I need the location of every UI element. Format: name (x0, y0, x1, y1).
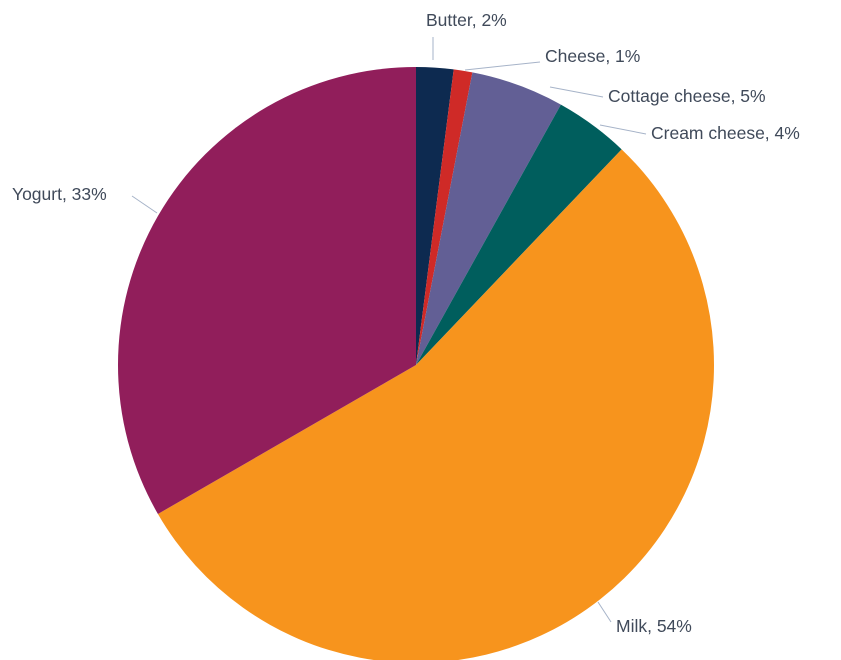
leader-line-cream-cheese (599, 124, 647, 135)
data-label-milk: Milk, 54% (616, 616, 692, 636)
pie-slice-milk (157, 149, 714, 660)
leader-line-cottage-cheese (549, 86, 604, 98)
data-label-cream-cheese: Cream cheese, 4% (651, 123, 800, 143)
pie-slices (117, 67, 714, 660)
data-labels: Butter, 2% Cheese, 1% Cottage cheese, 5% Cr… (12, 10, 800, 636)
leader-line-cheese (464, 61, 541, 71)
leader-line-milk (597, 601, 612, 623)
data-label-yogurt: Yogurt, 33% (12, 184, 107, 204)
leader-line-yogurt (131, 195, 158, 214)
data-label-butter: Butter, 2% (426, 10, 507, 30)
leader-lines (131, 37, 647, 623)
data-label-cheese: Cheese, 1% (545, 46, 640, 66)
pie-slice-cheese (416, 69, 473, 366)
data-label-cottage-cheese: Cottage cheese, 5% (608, 86, 766, 106)
pie-slice-cottage-cheese (416, 72, 561, 365)
pie-slice-cream-cheese (416, 104, 622, 365)
pie-slice-yogurt (117, 67, 416, 514)
pie-slice-butter (416, 67, 454, 365)
